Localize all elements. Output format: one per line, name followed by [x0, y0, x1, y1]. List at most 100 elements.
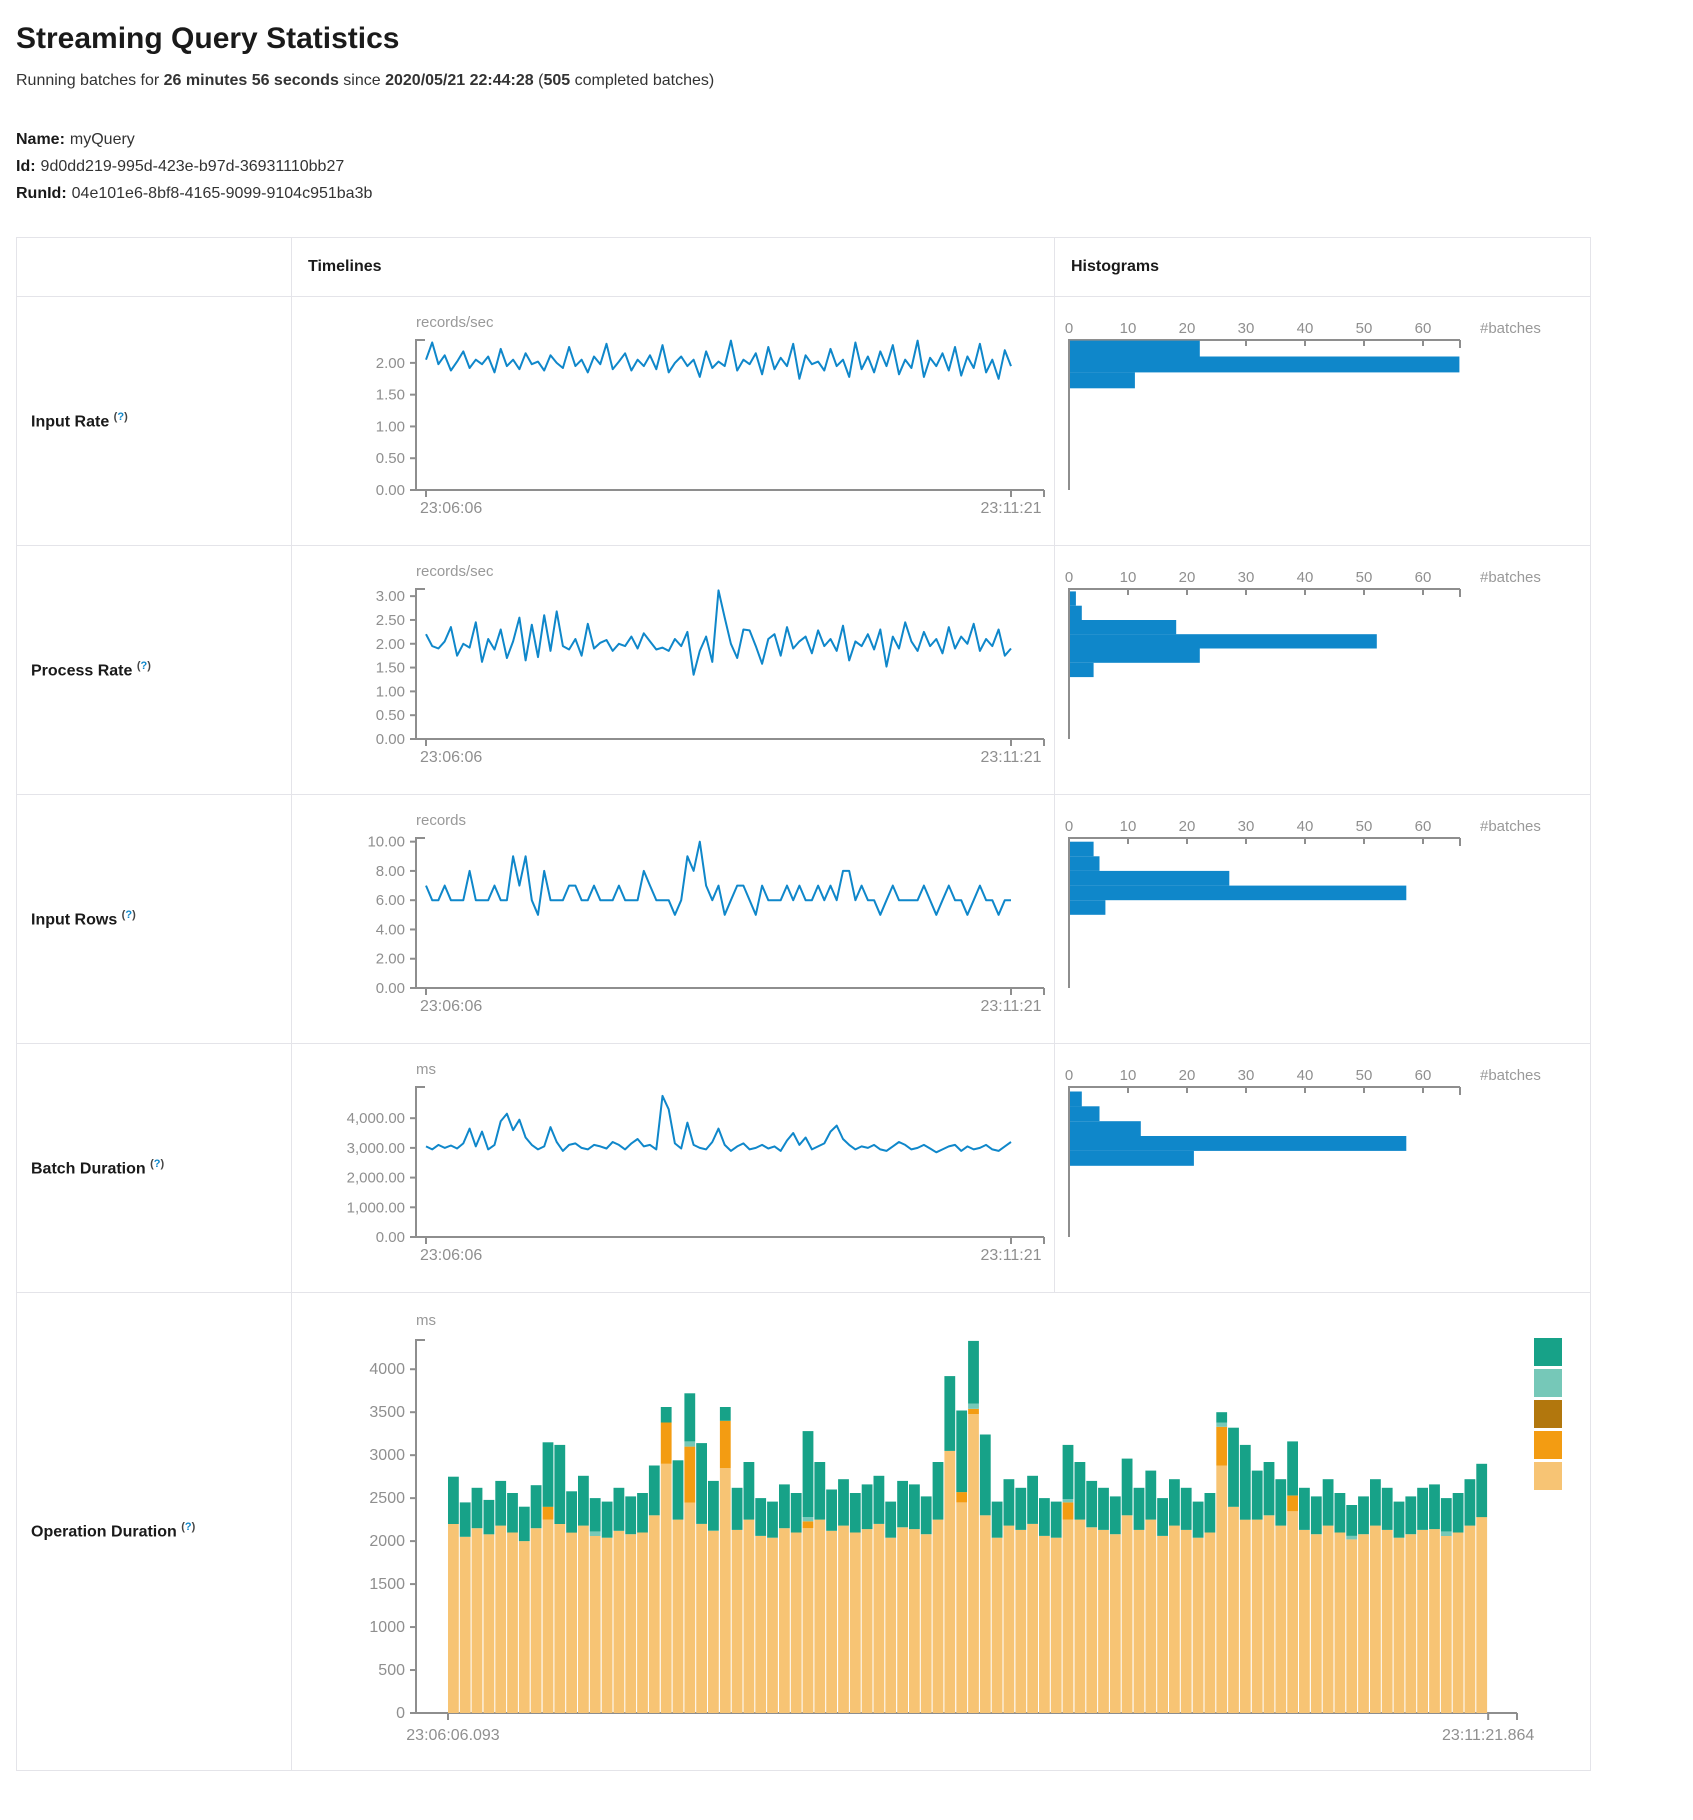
svg-text:0.50: 0.50 [376, 707, 405, 724]
svg-text:records/sec: records/sec [416, 314, 494, 331]
input-rate-histogram-cell: 0 10 20 30 40 50 60 #batches [1054, 296, 1591, 546]
svg-text:0: 0 [1065, 818, 1073, 835]
svg-text:2.50: 2.50 [376, 612, 405, 629]
operation-duration-label-cell: Operation Duration (?) [16, 1292, 292, 1771]
process-rate-timeline-cell: records/sec 0.00 0.50 1.00 1.50 2.00 2.50 3.00 2… [291, 545, 1055, 795]
input-rate-label: Input Rate [31, 413, 110, 431]
svg-text:50: 50 [1356, 569, 1373, 586]
svg-text:500: 500 [378, 1662, 405, 1679]
svg-text:20: 20 [1179, 569, 1196, 586]
svg-text:4,000.00: 4,000.00 [347, 1110, 405, 1127]
input-rows-histogram-chart: 0 10 20 30 40 50 60 #batches [1065, 818, 1541, 988]
svg-text:2.00: 2.00 [376, 636, 405, 653]
svg-text:20: 20 [1179, 818, 1196, 835]
svg-text:10: 10 [1120, 818, 1137, 835]
legend-swatch-1 [1534, 1338, 1562, 1366]
svg-text:23:11:21: 23:11:21 [980, 749, 1041, 766]
svg-text:8.00: 8.00 [376, 863, 405, 880]
svg-text:23:06:06: 23:06:06 [420, 1247, 482, 1264]
process-rate-row: Process Rate (?) records/sec 0.00 0.50 1.00… [16, 545, 1591, 795]
legend-swatch-2 [1534, 1369, 1562, 1397]
process-rate-timeline-chart: records/sec 0.00 0.50 1.00 1.50 2.00 2.50 3.00 2… [376, 563, 1045, 766]
query-name-label: Name: [16, 131, 65, 148]
svg-text:60: 60 [1415, 1067, 1432, 1084]
svg-text:records: records [416, 812, 466, 829]
svg-text:23:06:06: 23:06:06 [420, 998, 482, 1015]
svg-text:#batches: #batches [1480, 569, 1541, 586]
svg-text:0.00: 0.00 [376, 980, 405, 997]
svg-text:23:06:06.093: 23:06:06.093 [406, 1727, 500, 1744]
svg-text:0: 0 [396, 1705, 405, 1722]
svg-text:40: 40 [1297, 818, 1314, 835]
batch-duration-label: Batch Duration [31, 1160, 146, 1178]
streaming-query-statistics-page: Streaming Query Statistics Running batch… [16, 22, 1677, 1771]
query-id-value: 9d0dd219-995d-423e-b97d-36931110bb27 [40, 158, 345, 175]
svg-text:#batches: #batches [1480, 818, 1541, 835]
svg-text:23:06:06: 23:06:06 [420, 500, 482, 517]
input-rate-histogram-chart: 0 10 20 30 40 50 60 #batches [1065, 320, 1541, 490]
svg-text:30: 30 [1238, 818, 1255, 835]
query-name-value: myQuery [69, 131, 135, 148]
svg-text:20: 20 [1179, 320, 1196, 337]
svg-text:1.50: 1.50 [376, 387, 405, 404]
svg-text:#batches: #batches [1480, 320, 1541, 337]
batch-duration-histogram-chart: 0 10 20 30 40 50 60 #batches [1065, 1067, 1541, 1237]
input-rate-timeline-chart: records/sec 0.00 0.50 1.00 1.50 2.00 23:06:06 2… [376, 314, 1045, 517]
svg-text:23:11:21: 23:11:21 [980, 998, 1041, 1015]
timelines-column-header: Timelines [291, 237, 1055, 297]
query-id-label: Id: [16, 158, 36, 175]
operation-duration-help-icon[interactable]: (?) [181, 1521, 196, 1534]
input-rows-timeline-chart: records 0.00 2.00 4.00 6.00 8.00 10.00 23:06:06… [367, 812, 1045, 1015]
svg-text:23:11:21: 23:11:21 [980, 1247, 1041, 1264]
svg-text:1500: 1500 [369, 1576, 405, 1593]
input-rows-help-icon[interactable]: (?) [121, 908, 136, 921]
svg-text:60: 60 [1415, 818, 1432, 835]
svg-text:0: 0 [1065, 569, 1073, 586]
svg-text:20: 20 [1179, 1067, 1196, 1084]
svg-text:50: 50 [1356, 320, 1373, 337]
legend-swatch-5 [1534, 1462, 1562, 1490]
svg-text:40: 40 [1297, 569, 1314, 586]
page-title: Streaming Query Statistics [16, 22, 400, 55]
svg-text:30: 30 [1238, 569, 1255, 586]
svg-text:30: 30 [1238, 320, 1255, 337]
legend-swatch-4 [1534, 1431, 1562, 1459]
process-rate-histogram-chart: 0 10 20 30 40 50 60 #batches [1065, 569, 1541, 739]
svg-text:1.50: 1.50 [376, 660, 405, 677]
operation-duration-label: Operation Duration [31, 1523, 177, 1541]
svg-text:2500: 2500 [369, 1490, 405, 1507]
operation-duration-chart-cell: ms 0 500 1000 1500 2000 2500 3000 3500 4000 23:06:… [291, 1292, 1591, 1771]
legend-swatch-3 [1534, 1400, 1562, 1428]
batch-duration-row: Batch Duration (?) ms 0.00 1,000.00 2,000.0… [16, 1043, 1591, 1293]
svg-text:3,000.00: 3,000.00 [347, 1140, 405, 1157]
process-rate-help-icon[interactable]: (?) [136, 659, 151, 672]
svg-text:60: 60 [1415, 320, 1432, 337]
svg-text:50: 50 [1356, 818, 1373, 835]
svg-text:10: 10 [1120, 569, 1137, 586]
input-rate-row: Input Rate (?) records/sec 0.00 0.50 1.00 1.… [16, 296, 1591, 546]
query-runid-label: RunId: [16, 185, 67, 202]
table-header-row: Timelines Histograms [16, 237, 1591, 297]
svg-text:10.00: 10.00 [367, 834, 405, 851]
statistics-table: Timelines Histograms Input Rate (?) reco… [16, 237, 1591, 1771]
running-duration: 26 minutes 56 seconds [163, 72, 339, 89]
svg-text:3000: 3000 [369, 1447, 405, 1464]
svg-text:2,000.00: 2,000.00 [347, 1170, 405, 1187]
svg-text:23:11:21.864: 23:11:21.864 [1442, 1727, 1534, 1744]
svg-text:0.00: 0.00 [376, 482, 405, 499]
query-id-row: Id: 9d0dd219-995d-423e-b97d-36931110bb27 [16, 153, 1677, 180]
batch-duration-help-icon[interactable]: (?) [150, 1157, 165, 1170]
svg-text:40: 40 [1297, 320, 1314, 337]
process-rate-label-cell: Process Rate (?) [16, 545, 292, 795]
svg-text:10: 10 [1120, 320, 1137, 337]
input-rows-label: Input Rows [31, 911, 118, 929]
svg-text:1.00: 1.00 [376, 418, 405, 435]
svg-text:60: 60 [1415, 569, 1432, 586]
input-rate-label-cell: Input Rate (?) [16, 296, 292, 546]
process-rate-histogram-cell: 0 10 20 30 40 50 60 #batches [1054, 545, 1591, 795]
query-name-row: Name: myQuery [16, 126, 1677, 153]
input-rate-help-icon[interactable]: (?) [113, 410, 128, 423]
svg-text:0.50: 0.50 [376, 450, 405, 467]
svg-text:ms: ms [416, 1061, 436, 1078]
svg-text:0.00: 0.00 [376, 1229, 405, 1246]
